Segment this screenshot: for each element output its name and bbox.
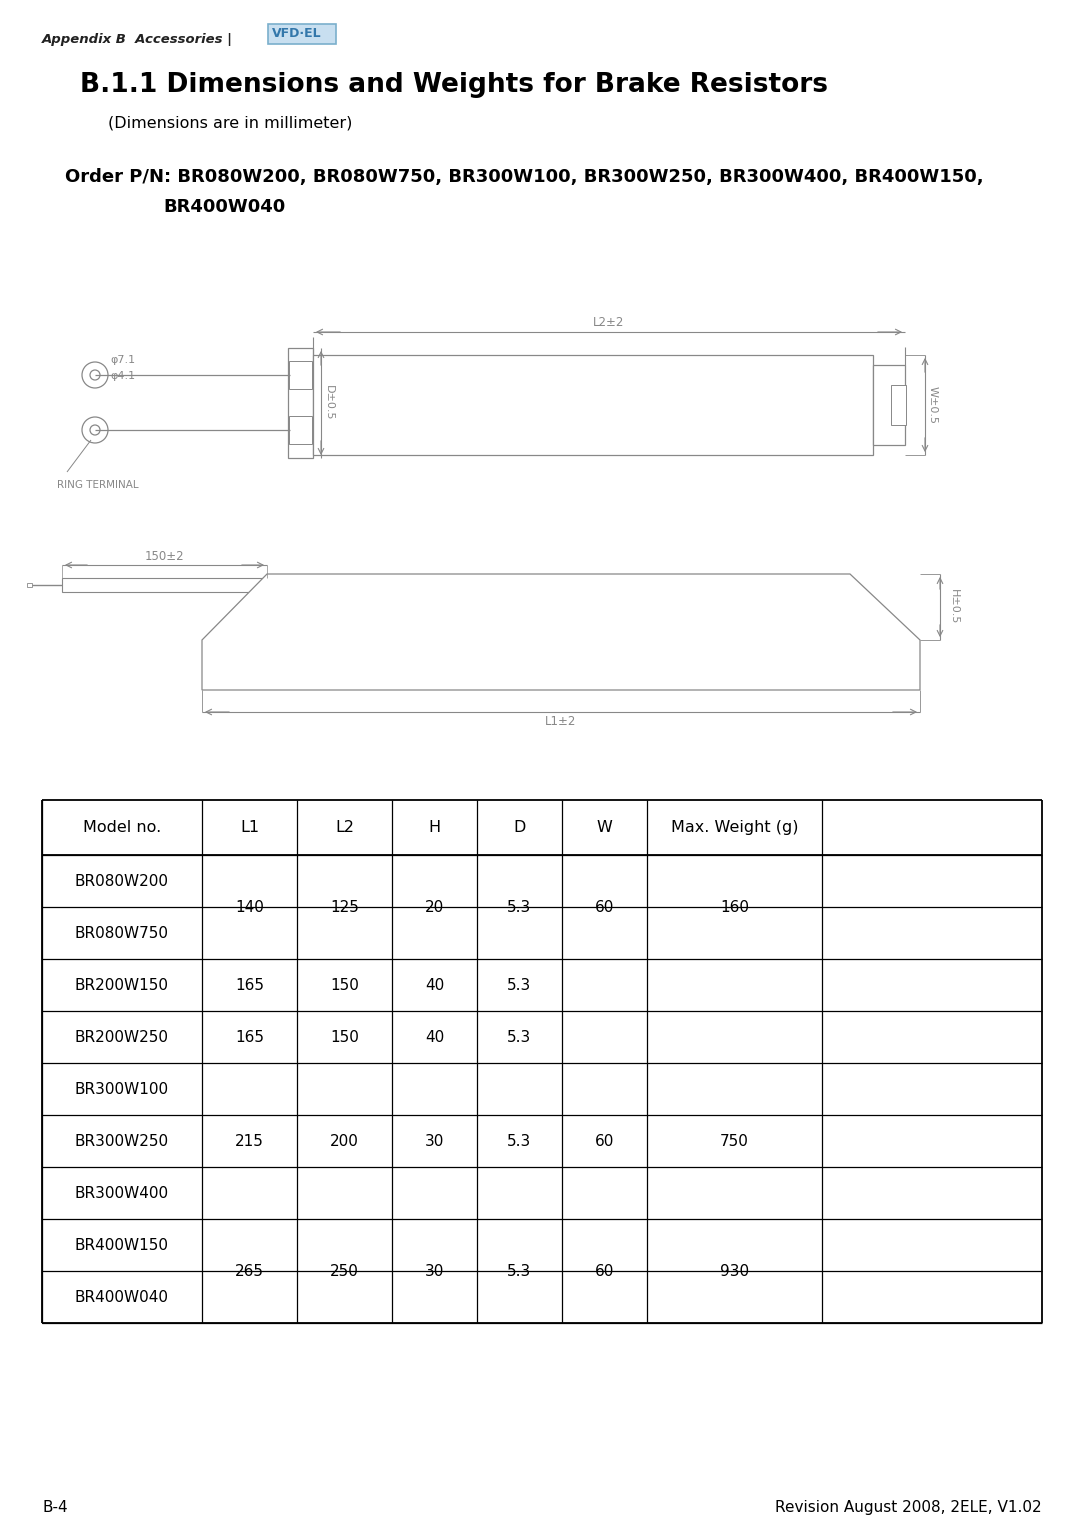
Text: 30: 30 xyxy=(424,1134,444,1149)
Bar xyxy=(891,385,905,425)
Text: 5.3: 5.3 xyxy=(508,1264,531,1278)
Text: 20: 20 xyxy=(424,899,444,914)
Text: D±0.5: D±0.5 xyxy=(324,385,334,420)
Text: 5.3: 5.3 xyxy=(508,1134,531,1149)
Text: 60: 60 xyxy=(595,1134,615,1149)
Text: 930: 930 xyxy=(720,1264,750,1278)
Text: Model no.: Model no. xyxy=(83,821,161,834)
Text: H±0.5: H±0.5 xyxy=(949,589,959,624)
Text: 165: 165 xyxy=(235,977,264,992)
Text: BR400W040: BR400W040 xyxy=(163,198,285,216)
Text: VFD·EL: VFD·EL xyxy=(272,28,322,40)
Text: 140: 140 xyxy=(235,899,264,914)
Polygon shape xyxy=(202,574,920,690)
Text: 150±2: 150±2 xyxy=(145,551,185,563)
Text: 150: 150 xyxy=(330,977,359,992)
Text: BR400W040: BR400W040 xyxy=(75,1290,168,1304)
Text: 250: 250 xyxy=(330,1264,359,1278)
Bar xyxy=(27,583,32,588)
Text: φ4.1: φ4.1 xyxy=(110,371,135,380)
Text: (Dimensions are in millimeter): (Dimensions are in millimeter) xyxy=(108,117,352,130)
Text: Appendix B  Accessories |: Appendix B Accessories | xyxy=(42,34,233,46)
Bar xyxy=(288,348,313,459)
Text: BR300W100: BR300W100 xyxy=(75,1081,170,1097)
Text: 60: 60 xyxy=(595,1264,615,1278)
Text: W: W xyxy=(596,821,612,834)
Text: 60: 60 xyxy=(595,899,615,914)
Text: W±0.5: W±0.5 xyxy=(928,387,939,423)
Text: 160: 160 xyxy=(720,899,750,914)
Text: BR080W200: BR080W200 xyxy=(75,873,168,888)
FancyBboxPatch shape xyxy=(268,25,336,44)
Text: BR080W750: BR080W750 xyxy=(75,925,168,940)
Text: BR400W150: BR400W150 xyxy=(75,1238,168,1252)
Text: BR200W250: BR200W250 xyxy=(75,1029,168,1045)
Text: L2±2: L2±2 xyxy=(593,316,624,328)
Text: B-4: B-4 xyxy=(42,1500,68,1516)
Bar xyxy=(289,416,312,443)
Text: 215: 215 xyxy=(235,1134,264,1149)
Text: φ7.1: φ7.1 xyxy=(110,354,135,365)
Text: D: D xyxy=(513,821,526,834)
Text: B.1.1 Dimensions and Weights for Brake Resistors: B.1.1 Dimensions and Weights for Brake R… xyxy=(80,72,828,98)
Text: 150: 150 xyxy=(330,1029,359,1045)
Text: Revision August 2008, 2ELE, V1.02: Revision August 2008, 2ELE, V1.02 xyxy=(775,1500,1042,1516)
Text: 165: 165 xyxy=(235,1029,264,1045)
Bar xyxy=(873,365,905,445)
Text: L1: L1 xyxy=(240,821,259,834)
Text: L2: L2 xyxy=(335,821,354,834)
Text: Order P/N: BR080W200, BR080W750, BR300W100, BR300W250, BR300W400, BR400W150,: Order P/N: BR080W200, BR080W750, BR300W1… xyxy=(65,169,984,186)
Text: 40: 40 xyxy=(424,977,444,992)
Text: 265: 265 xyxy=(235,1264,264,1278)
Bar xyxy=(289,360,312,390)
Text: 200: 200 xyxy=(330,1134,359,1149)
Bar xyxy=(313,354,873,456)
Text: 40: 40 xyxy=(424,1029,444,1045)
Text: RING TERMINAL: RING TERMINAL xyxy=(57,480,138,489)
Text: BR300W400: BR300W400 xyxy=(75,1186,170,1201)
Bar xyxy=(62,578,267,592)
Text: 5.3: 5.3 xyxy=(508,1029,531,1045)
Text: 5.3: 5.3 xyxy=(508,899,531,914)
Text: BR200W150: BR200W150 xyxy=(75,977,168,992)
Text: 30: 30 xyxy=(424,1264,444,1278)
Text: H: H xyxy=(429,821,441,834)
Text: Max. Weight (g): Max. Weight (g) xyxy=(671,821,798,834)
Text: 125: 125 xyxy=(330,899,359,914)
Text: 5.3: 5.3 xyxy=(508,977,531,992)
Text: 750: 750 xyxy=(720,1134,748,1149)
Text: L1±2: L1±2 xyxy=(545,715,577,729)
Text: BR300W250: BR300W250 xyxy=(75,1134,170,1149)
